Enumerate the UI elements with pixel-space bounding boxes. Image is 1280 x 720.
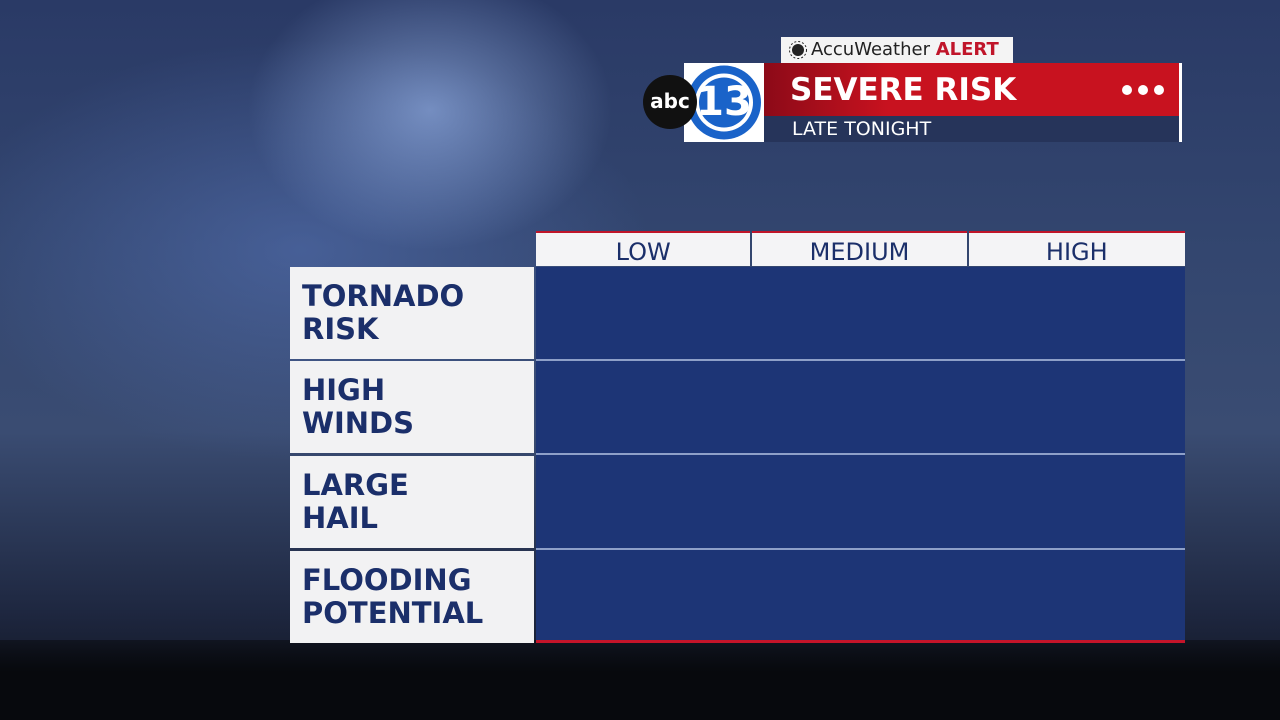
logo-box: 13 [684, 63, 764, 142]
row-separator [536, 359, 1185, 361]
plot-area [536, 267, 1185, 643]
tree-silhouette [0, 640, 1280, 720]
x-tick-label: HIGH [968, 231, 1185, 266]
category-text: LARGE HAIL [302, 468, 409, 535]
bar [536, 564, 703, 629]
bar [536, 374, 832, 439]
category-text: FLOODING POTENTIAL [302, 563, 484, 630]
dots [1122, 85, 1164, 95]
bar [536, 469, 832, 534]
category-label: LARGE HAIL [290, 456, 534, 548]
row-separator [536, 453, 1185, 455]
subtitle: LATE TONIGHT [792, 118, 932, 140]
x-tick-label: MEDIUM [752, 231, 967, 266]
title-bar: SEVERE RISK [764, 63, 1182, 116]
category-text: HIGH WINDS [302, 373, 415, 440]
bar [536, 280, 690, 345]
row-separator [536, 548, 1185, 550]
channel: 13 [696, 79, 752, 125]
subtitle-bar: LATE TONIGHT [764, 116, 1182, 142]
logo [687, 65, 761, 140]
category-label: FLOODING POTENTIAL [290, 551, 534, 643]
provider: AccuWeather [811, 39, 930, 60]
sun-icon [789, 41, 807, 59]
x-tick-label: LOW [536, 231, 751, 266]
category-text: TORNADO RISK [302, 279, 465, 346]
network: abc [643, 75, 697, 129]
provider-tab: AccuWeather ALERT [781, 37, 1013, 63]
title: SEVERE RISK [790, 72, 1017, 108]
category-label: HIGH WINDS [290, 361, 534, 453]
alert: ALERT [935, 39, 999, 60]
category-label: TORNADO RISK [290, 267, 534, 359]
